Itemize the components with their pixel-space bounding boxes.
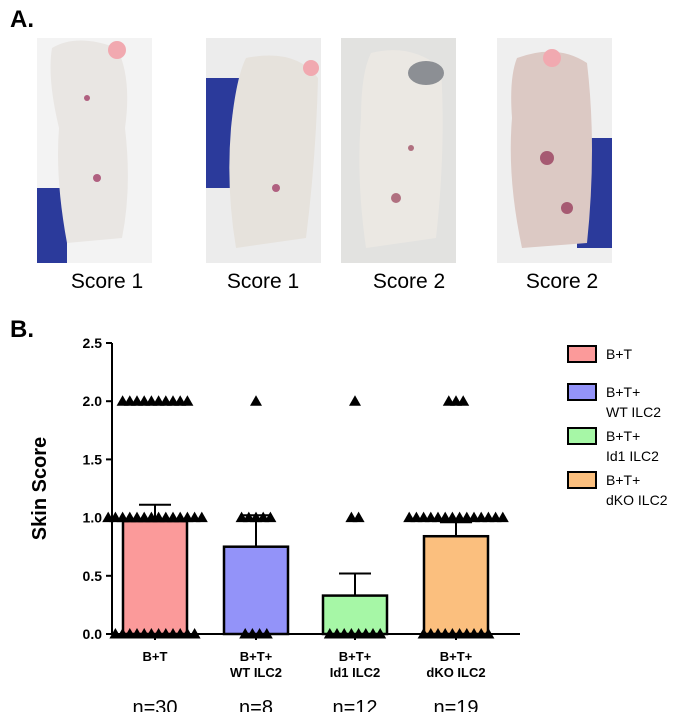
y-tick-label: 0.5	[83, 568, 103, 584]
data-point	[374, 628, 387, 639]
x-tick-label: B+T+	[440, 649, 473, 664]
chart-points	[102, 395, 509, 639]
legend-swatch	[567, 345, 597, 363]
legend-label: dKO ILC2	[606, 492, 668, 508]
data-point	[188, 628, 201, 639]
mouse-photo-4	[497, 38, 612, 263]
group-n-label: n=30	[132, 697, 177, 712]
data-point	[349, 395, 361, 406]
mouse-photo-2	[206, 38, 321, 263]
mouse-photo-1	[37, 38, 152, 263]
legend-swatch	[567, 383, 597, 401]
legend-label: Id1 ILC2	[606, 448, 659, 464]
group-n-label: n=12	[332, 697, 377, 712]
y-axis-label: Skin Score	[29, 437, 51, 540]
legend-label: B+T+	[606, 384, 640, 400]
photo-caption-1: Score 1	[70, 270, 144, 293]
bar	[121, 519, 189, 636]
data-point	[457, 395, 470, 406]
y-tick-label: 2.5	[83, 335, 103, 351]
data-point	[352, 511, 365, 523]
bar	[422, 534, 490, 636]
y-tick-label: 2.0	[83, 393, 103, 409]
bar	[321, 594, 389, 636]
x-tick-label: B+T+	[240, 649, 273, 664]
chart-legend: B+T B+T+ WT ILC2 B+T+ Id1 ILC2 B+T+ dKO ILC2	[567, 345, 668, 508]
photo-caption-2: Score 1	[226, 270, 300, 293]
group-n-label: n=19	[433, 697, 478, 712]
x-tick-label: Id1 ILC2	[330, 665, 381, 680]
chart-bars	[121, 503, 490, 636]
photo-caption-4: Score 2	[525, 270, 599, 293]
data-point	[264, 511, 277, 523]
photo-caption-3: Score 2	[372, 270, 446, 293]
data-point	[496, 511, 509, 523]
legend-label: B+T+	[606, 472, 640, 488]
group-n-label: n=8	[239, 697, 273, 712]
panel-b-label: B.	[10, 316, 34, 343]
bar	[222, 545, 290, 636]
legend-label: B+T	[606, 346, 633, 362]
legend-swatch	[567, 427, 597, 445]
x-tick-label: B+T+	[339, 649, 372, 664]
y-tick-label: 0.0	[83, 626, 103, 642]
data-point	[195, 511, 208, 523]
x-tick-label: WT ILC2	[230, 665, 282, 680]
data-point	[250, 395, 262, 406]
y-tick-label: 1.5	[83, 451, 103, 467]
panel-a-label: A.	[10, 6, 34, 33]
legend-swatch	[567, 471, 597, 489]
legend-label: B+T+	[606, 428, 640, 444]
x-tick-label: dKO ILC2	[426, 665, 485, 680]
data-point	[482, 628, 495, 639]
x-tick-label: B+T	[143, 649, 168, 664]
y-tick-label: 1.0	[83, 510, 103, 526]
legend-label: WT ILC2	[606, 404, 661, 420]
data-point	[181, 395, 194, 406]
data-point	[260, 628, 273, 639]
mouse-photo-3	[341, 38, 456, 263]
